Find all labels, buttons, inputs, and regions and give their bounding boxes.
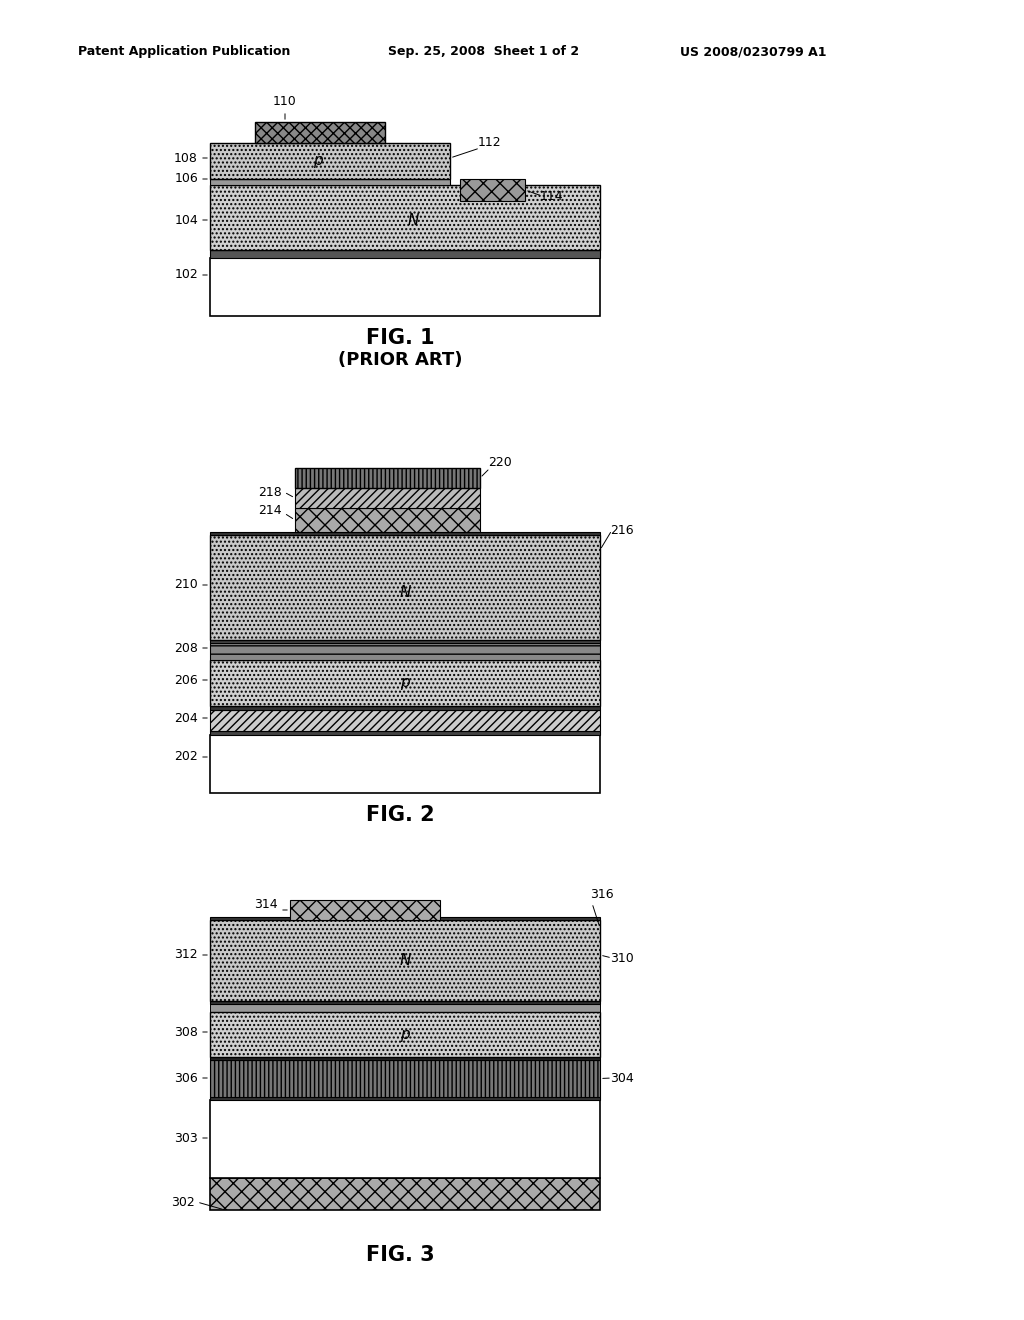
Text: FIG. 1: FIG. 1 bbox=[366, 327, 434, 348]
Bar bbox=[210, 185, 600, 249]
Text: 204: 204 bbox=[174, 711, 198, 725]
Text: N: N bbox=[399, 585, 411, 601]
Bar bbox=[290, 900, 440, 920]
Text: N: N bbox=[408, 214, 419, 228]
Text: 303: 303 bbox=[174, 1131, 198, 1144]
Bar bbox=[210, 660, 600, 706]
Text: US 2008/0230799 A1: US 2008/0230799 A1 bbox=[680, 45, 826, 58]
Text: 106: 106 bbox=[174, 173, 198, 186]
Text: p: p bbox=[400, 676, 410, 690]
Bar bbox=[210, 1100, 600, 1177]
Text: 216: 216 bbox=[610, 524, 634, 536]
Text: 302: 302 bbox=[171, 1196, 195, 1209]
Bar bbox=[210, 1057, 600, 1060]
Bar bbox=[210, 710, 600, 731]
Text: p: p bbox=[400, 1027, 410, 1041]
Bar bbox=[210, 731, 600, 735]
Bar bbox=[210, 1097, 600, 1100]
Text: 114: 114 bbox=[540, 190, 563, 202]
Bar bbox=[210, 535, 600, 640]
Text: 206: 206 bbox=[174, 673, 198, 686]
Bar bbox=[210, 706, 600, 710]
Bar bbox=[210, 1012, 600, 1057]
Text: 218: 218 bbox=[258, 486, 282, 499]
Text: 112: 112 bbox=[478, 136, 502, 149]
Bar bbox=[210, 643, 600, 660]
Text: 220: 220 bbox=[488, 455, 512, 469]
Bar bbox=[210, 1001, 600, 1005]
Text: 110: 110 bbox=[273, 95, 297, 108]
Text: p: p bbox=[313, 153, 323, 169]
Text: Patent Application Publication: Patent Application Publication bbox=[78, 45, 291, 58]
Text: 208: 208 bbox=[174, 642, 198, 655]
Bar bbox=[210, 640, 600, 643]
Text: 316: 316 bbox=[590, 888, 613, 902]
Bar bbox=[210, 920, 600, 1001]
Text: N: N bbox=[399, 953, 411, 968]
Text: 210: 210 bbox=[174, 578, 198, 591]
Text: FIG. 3: FIG. 3 bbox=[366, 1245, 434, 1265]
Text: 308: 308 bbox=[174, 1026, 198, 1039]
Text: 310: 310 bbox=[610, 952, 634, 965]
Bar bbox=[210, 1005, 600, 1012]
Text: Sep. 25, 2008  Sheet 1 of 2: Sep. 25, 2008 Sheet 1 of 2 bbox=[388, 45, 580, 58]
Bar bbox=[210, 257, 600, 315]
Text: (PRIOR ART): (PRIOR ART) bbox=[338, 351, 462, 370]
Bar bbox=[210, 1177, 600, 1210]
Text: 306: 306 bbox=[174, 1072, 198, 1085]
Bar bbox=[210, 143, 450, 180]
Text: FIG. 2: FIG. 2 bbox=[366, 805, 434, 825]
Bar bbox=[295, 469, 480, 488]
Text: 102: 102 bbox=[174, 268, 198, 281]
Text: 214: 214 bbox=[258, 503, 282, 516]
Bar bbox=[460, 180, 525, 201]
Bar bbox=[210, 249, 600, 257]
Bar bbox=[295, 508, 480, 532]
Text: 108: 108 bbox=[174, 152, 198, 165]
Text: 104: 104 bbox=[174, 214, 198, 227]
Text: 202: 202 bbox=[174, 751, 198, 763]
Text: 314: 314 bbox=[254, 899, 278, 912]
Text: 312: 312 bbox=[174, 949, 198, 961]
Bar bbox=[295, 488, 480, 508]
Bar bbox=[210, 532, 600, 535]
Bar bbox=[210, 735, 600, 793]
Bar bbox=[255, 121, 385, 143]
Bar bbox=[210, 917, 600, 920]
Text: 304: 304 bbox=[610, 1072, 634, 1085]
Bar bbox=[210, 180, 450, 185]
Bar bbox=[210, 1060, 600, 1097]
